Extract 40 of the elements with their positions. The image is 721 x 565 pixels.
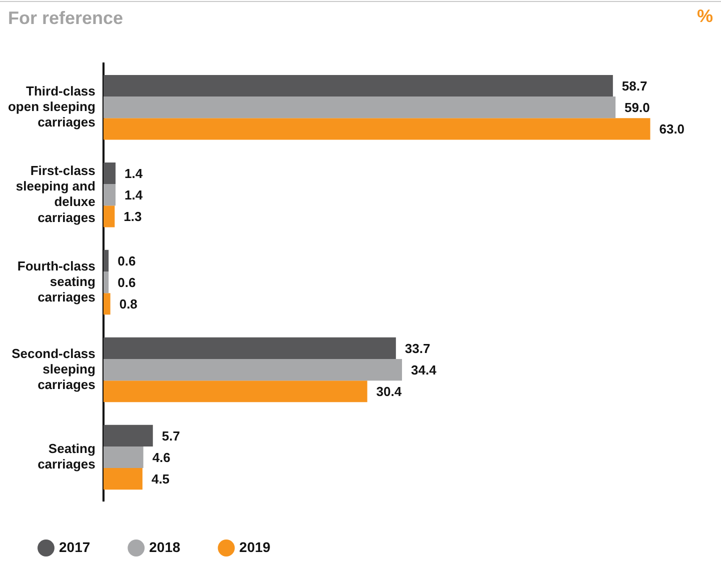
data-label: 1.3 [124,208,142,224]
y-tick-label: Third-class open sleeping carriages [8,83,96,130]
data-label: 4.6 [152,450,170,465]
data-label: 58.7 [622,78,648,94]
data-label: 0.8 [119,296,138,312]
bar [103,184,116,206]
data-label: 63.0 [659,121,685,136]
data-label: 1.4 [124,187,144,202]
legend-label: 2019 [239,538,271,555]
bar [103,424,153,446]
data-label: 34.4 [410,362,438,378]
bar [103,337,396,359]
y-tick-label: First-class sleeping and deluxe carriages [16,163,96,225]
bar [103,96,616,118]
data-label: 0.6 [118,274,136,290]
bar [103,250,109,272]
legend-label: 2017 [59,538,90,555]
text: % [696,6,713,27]
bar [103,358,402,381]
data-label: 59.0 [624,100,650,115]
bar [103,468,142,490]
bar [103,206,115,228]
bar [103,380,368,402]
data-label: 5.7 [162,428,180,444]
chart-title: For reference [8,8,124,29]
data-label: 30.4 [376,384,402,399]
data-label: 0.6 [118,253,136,268]
y-tick-label: Fourth-class seating carriages [17,258,96,304]
data-label: 4.5 [151,471,170,486]
bar [103,118,650,140]
y-tick-label: Seating carriages [38,441,96,472]
bar [103,74,613,97]
y-tick-label: Second-class sleeping carriages [12,346,96,392]
bar [103,293,110,315]
data-label: 33.7 [404,340,430,356]
data-label: 1.4 [124,166,144,181]
bar [103,446,144,468]
bar [103,162,116,184]
legend-label: 2018 [149,538,181,555]
bar [103,272,109,294]
